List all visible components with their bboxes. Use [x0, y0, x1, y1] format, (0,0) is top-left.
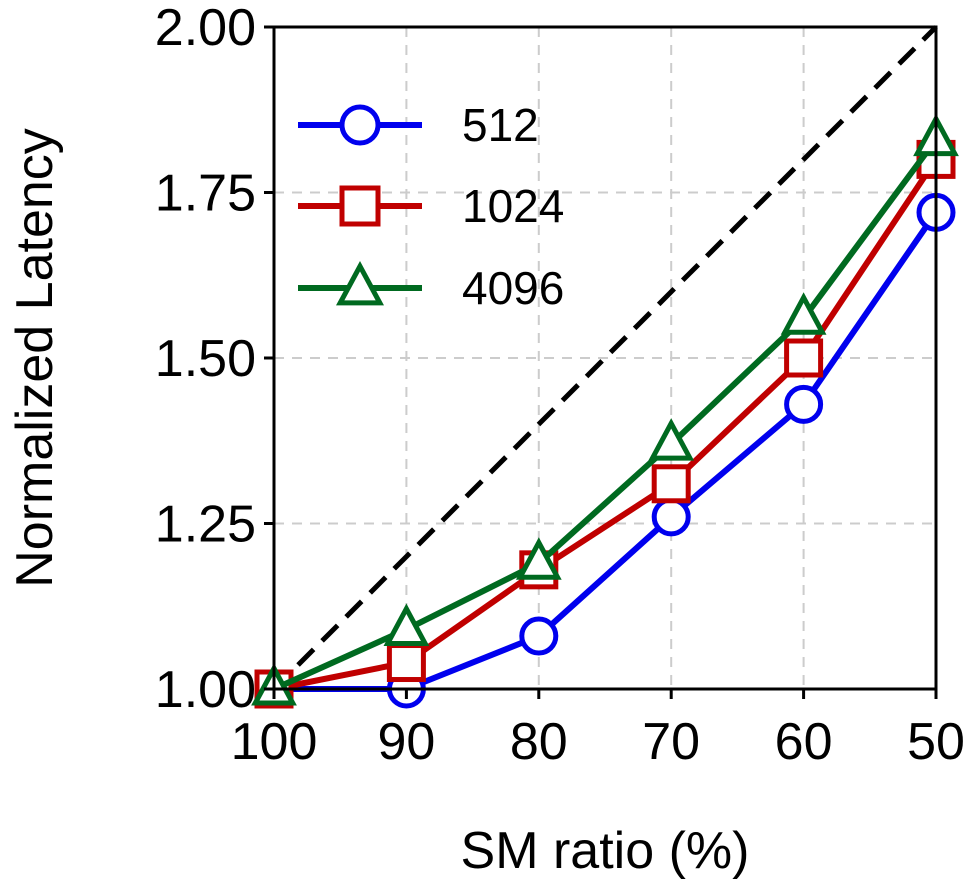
x-tick-label: 80 [510, 713, 568, 771]
y-tick-label: 1.50 [155, 330, 256, 388]
reference-line [272, 25, 938, 691]
data-point-1024 [784, 338, 824, 378]
data-point-512 [519, 616, 559, 656]
x-axis-title: SM ratio (%) [461, 822, 750, 880]
x-tick-label: 70 [642, 713, 700, 771]
x-tick-label: 60 [775, 713, 833, 771]
legend-marker [336, 260, 384, 306]
reference-diagonal-line [272, 25, 938, 691]
legend-entry-512: 512 [298, 99, 539, 151]
series-line-512 [274, 210, 939, 692]
legend-entry-1024: 1024 [298, 180, 564, 232]
legend-label: 1024 [462, 180, 564, 232]
legend-marker [339, 185, 381, 227]
y-tick-label: 1.00 [155, 661, 256, 719]
y-tick-label: 1.25 [155, 496, 256, 554]
x-tick-label: 100 [231, 713, 318, 771]
legend-entry-4096: 4096 [298, 260, 564, 314]
x-tick-label: 50 [907, 713, 965, 771]
series-line-1024 [273, 157, 939, 692]
data-point-4096 [780, 292, 827, 335]
data-point-1024 [651, 464, 691, 504]
data-point-4096 [515, 537, 562, 580]
data-point-512 [784, 384, 824, 424]
y-axis-ticks: 1.00 1.25 1.50 1.75 2.00 [155, 0, 274, 719]
data-point-1024 [386, 643, 426, 683]
legend-label: 512 [462, 99, 539, 151]
y-tick-label: 2.00 [155, 0, 256, 57]
data-point-4096 [648, 418, 695, 461]
series-1024 [254, 139, 956, 709]
y-tick-label: 1.75 [155, 165, 256, 223]
series-line-4096 [272, 137, 939, 692]
x-tick-label: 90 [377, 713, 435, 771]
y-axis-title: Normalized Latency [6, 128, 64, 588]
data-point-4096 [383, 603, 430, 646]
legend-marker [339, 104, 381, 146]
legend-label: 4096 [462, 262, 564, 314]
data-point-512 [651, 497, 691, 537]
x-axis-ticks: 100 90 80 70 60 50 [231, 689, 965, 771]
legend: 512 1024 4096 [298, 99, 564, 314]
